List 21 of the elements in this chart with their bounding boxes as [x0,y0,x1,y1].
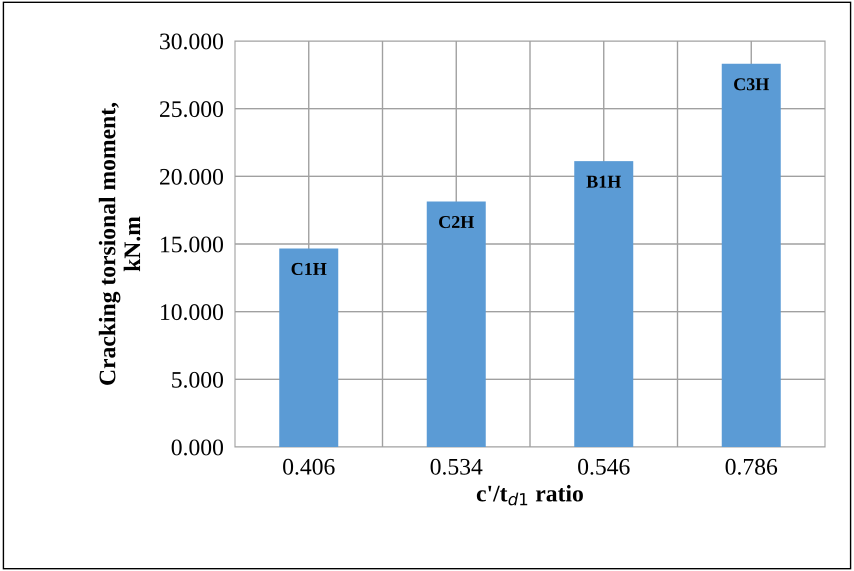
y-axis-title: Cracking torsional moment, kN.m [98,102,140,385]
x-tick-label: 0.546 [578,458,630,475]
y-tick-label: 25.000 [160,101,223,118]
x-axis-title: c'/t$_{d1}$ ratio [476,484,583,506]
annotation: C3H [734,78,770,90]
bar [574,161,634,447]
x-tick-label: 0.406 [283,458,335,475]
bar [722,64,781,447]
bar [279,248,338,447]
y-tick-label: 0.000 [172,439,223,456]
y-tick-label: 20.000 [160,168,223,185]
annotation: B1H [586,176,622,188]
annotation: C1H [292,262,327,276]
bar [426,202,486,447]
y-tick-label: 5.000 [172,372,223,388]
annotation: C2H [439,216,474,228]
x-tick-label: 0.786 [726,458,778,475]
y-tick-label: 30.000 [160,33,223,50]
y-tick-label: 15.000 [161,236,223,253]
x-tick-label: 0.534 [430,458,482,475]
y-tick-label: 10.000 [161,304,223,320]
